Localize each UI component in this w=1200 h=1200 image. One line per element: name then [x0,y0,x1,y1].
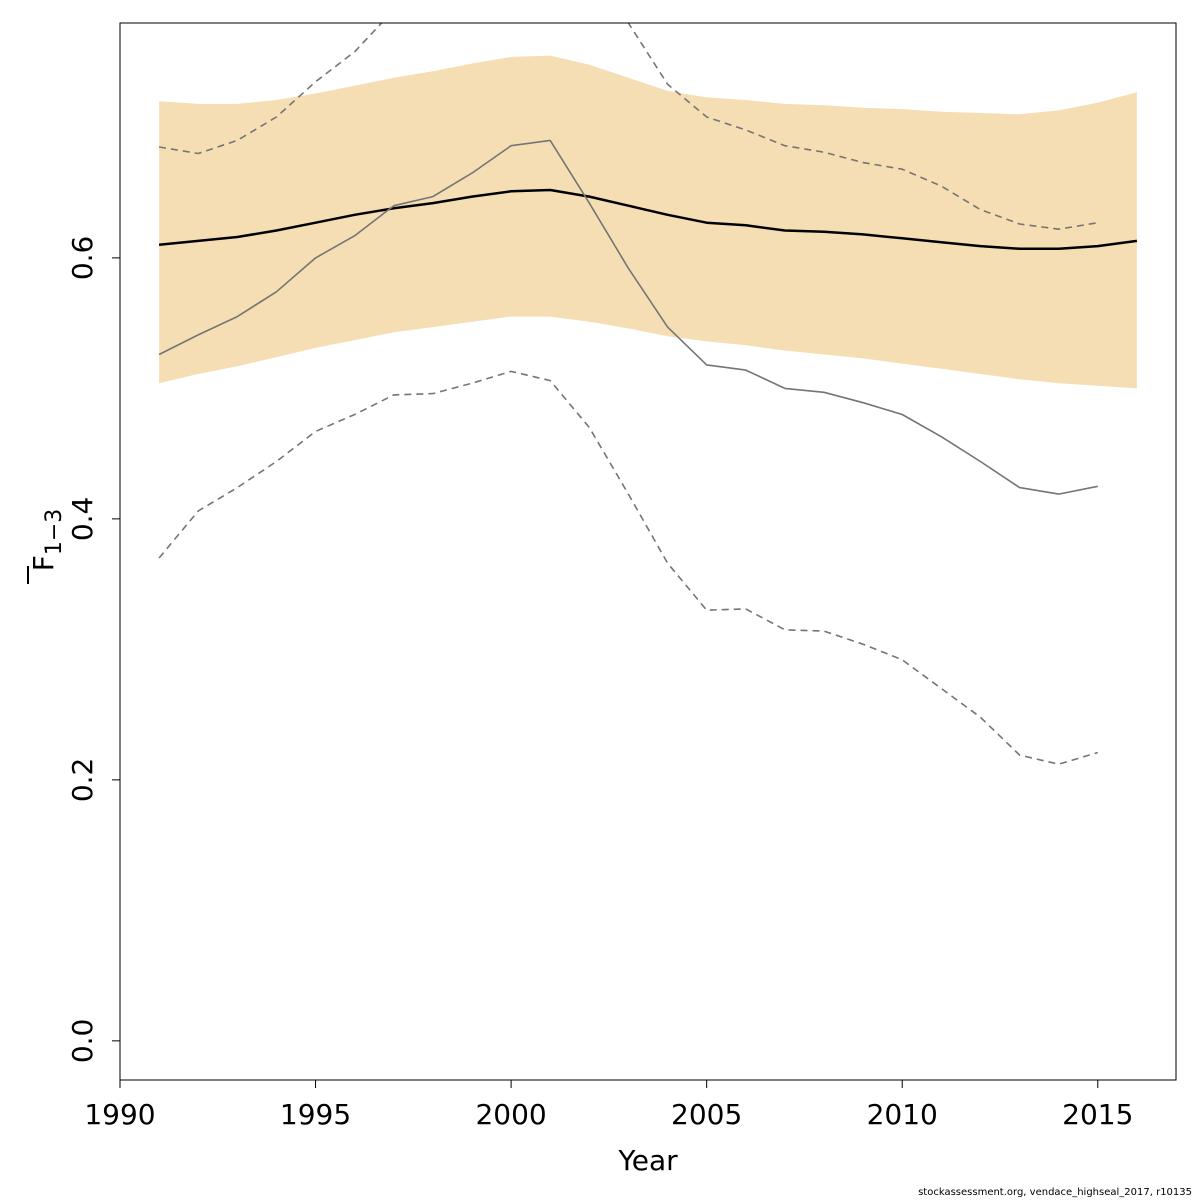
y-axis-title: F1−3 [27,509,67,584]
x-tick-label: 2000 [475,1098,546,1131]
y-tick-label: 0.2 [66,758,99,803]
y-tick-label: 0.6 [66,236,99,281]
x-axis: 1990 1995 2000 2005 2010 2015 [84,1079,1133,1131]
x-tick-label: 2005 [671,1098,742,1131]
y-axis-title-subscript: 1−3 [42,509,67,555]
plot-area [158,23,1138,765]
svg-text:F1−3: F1−3 [27,509,67,572]
confidence-band [159,55,1137,389]
y-tick-label: 0.4 [66,497,99,542]
x-tick-label: 1995 [280,1098,351,1131]
y-tick-label: 0.0 [66,1019,99,1064]
series-estimate-line [158,188,1138,251]
y-axis-title-main: F [27,555,60,571]
series-line-1 [158,139,1098,495]
x-tick-label: 2015 [1062,1098,1133,1131]
x-tick-label: 2010 [867,1098,938,1131]
series-dashed-line-3 [158,370,1099,765]
x-tick-label: 1990 [84,1098,155,1131]
y-axis: 0.0 0.2 0.4 0.6 [66,236,121,1064]
x-axis-title: Year [617,1144,678,1177]
footer-credit: stockassessment.org, vendace_highseal_20… [918,1187,1192,1198]
